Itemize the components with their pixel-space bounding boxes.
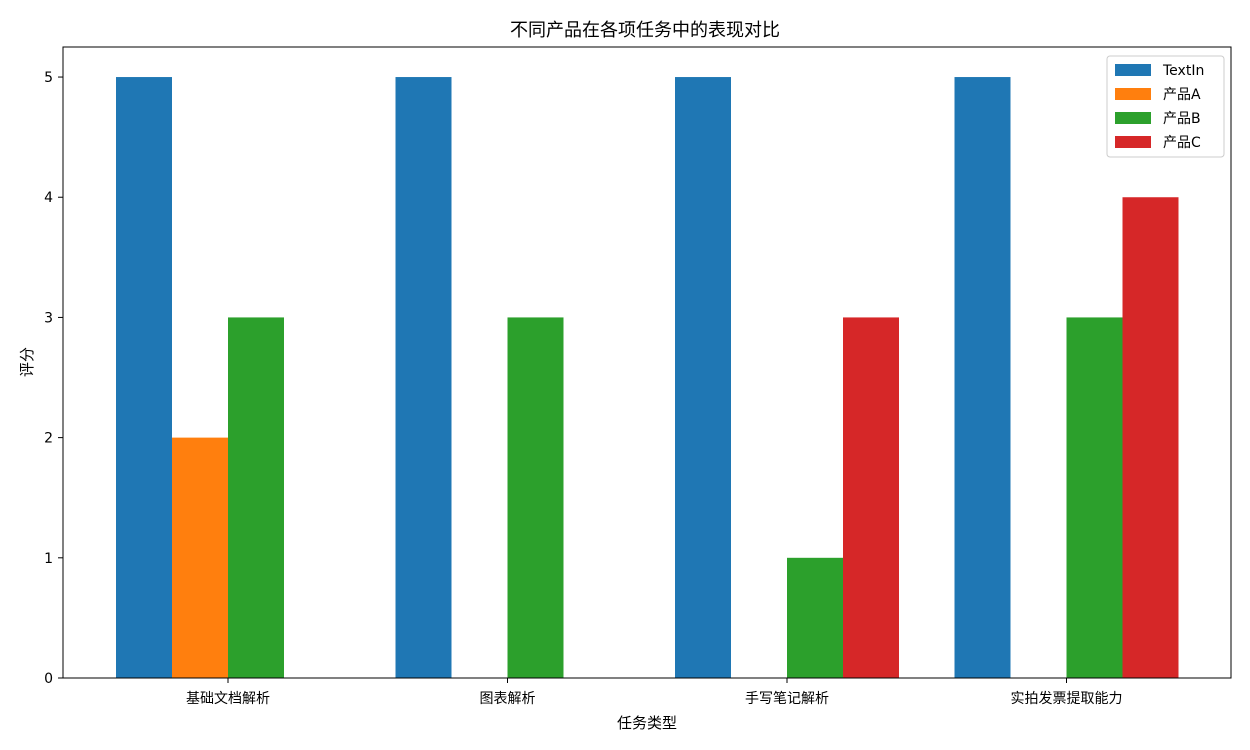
bar [172,437,228,678]
legend-label: 产品B [1163,111,1201,127]
y-tick-label: 5 [44,70,53,86]
y-axis-label: 评分 [18,347,36,377]
legend-swatch [1115,88,1151,100]
bar [1122,197,1179,678]
x-tick-label: 手写笔记解析 [745,691,829,707]
legend-box [1106,55,1225,158]
bar [116,77,172,679]
y-tick-label: 2 [44,431,53,447]
bar [1066,317,1123,678]
y-axis: 0 1 2 3 4 5 [44,70,63,687]
legend-label: 产品A [1163,87,1201,103]
legend: TextIn 产品A 产品B 产品C [1106,55,1225,158]
x-tick-label: 图表解析 [480,691,536,707]
bar [507,317,564,678]
y-tick-label: 3 [44,310,53,326]
bar [843,317,899,678]
bar [787,557,843,678]
y-tick-label: 4 [44,190,53,206]
legend-label: TextIn [1162,63,1204,79]
bar [954,77,1011,679]
x-axis: 基础文档解析 图表解析 手写笔记解析 实拍发票提取能力 [186,678,1123,707]
chart-title: 不同产品在各项任务中的表现对比 [510,20,780,41]
legend-label: 产品C [1163,135,1201,151]
plot-area [116,77,1179,679]
bar [228,317,284,678]
legend-swatch [1115,112,1151,124]
legend-swatch [1115,64,1151,76]
x-tick-label: 基础文档解析 [186,690,270,707]
x-tick-label: 实拍发票提取能力 [1011,691,1123,707]
bar [675,77,731,679]
y-tick-label: 1 [44,551,53,567]
legend-swatch [1115,136,1151,148]
y-tick-label: 0 [44,671,53,687]
plot-frame [62,46,1232,679]
bar [395,77,452,679]
x-axis-label: 任务类型 [617,714,677,732]
